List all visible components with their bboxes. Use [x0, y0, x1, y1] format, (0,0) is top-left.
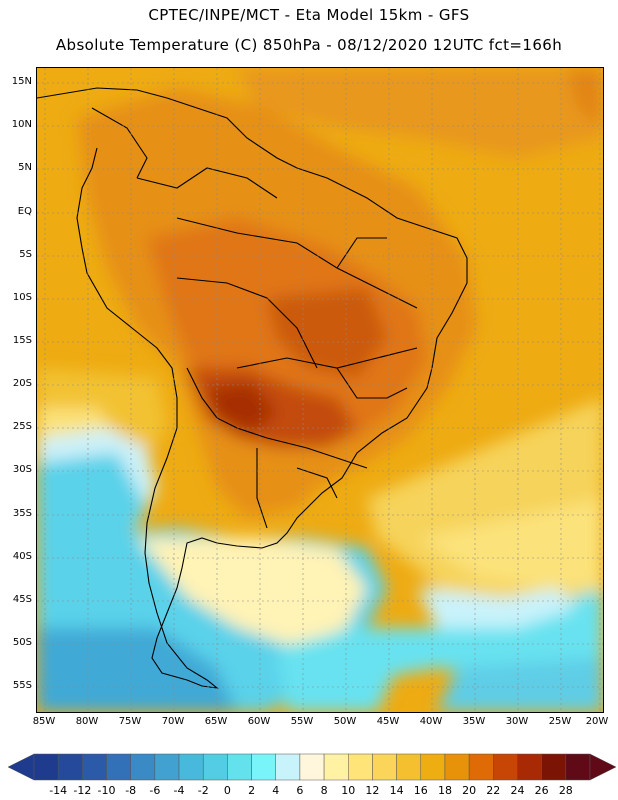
legend-swatch [106, 753, 131, 781]
temperature-field [37, 68, 603, 712]
legend-label: 24 [510, 784, 524, 797]
legend-label: 2 [248, 784, 255, 797]
legend-label: 20 [462, 784, 476, 797]
lat-label: 40S [12, 551, 32, 562]
lon-label: 55W [290, 716, 314, 727]
legend-label: 0 [224, 784, 231, 797]
legend-label: 26 [535, 784, 549, 797]
lat-label: 55S [12, 680, 32, 691]
legend-swatch [227, 753, 252, 781]
lat-label: 35S [12, 508, 32, 519]
lon-label: 85W [32, 716, 56, 727]
lat-label: 15S [12, 335, 32, 346]
lon-label: 20W [585, 716, 609, 727]
lon-label: 75W [118, 716, 142, 727]
legend-label: -10 [98, 784, 116, 797]
legend-swatch [323, 753, 349, 781]
legend-label: 18 [438, 784, 452, 797]
legend-label: 4 [272, 784, 279, 797]
legend-swatch [444, 753, 470, 781]
map-grid [37, 68, 603, 712]
legend-arrow-low [7, 753, 35, 781]
map-title-line1: CPTEC/INPE/MCT - Eta Model 15km - GFS [148, 6, 470, 24]
lat-label: 20S [12, 378, 32, 389]
legend-swatch [275, 753, 301, 781]
legend-label: -12 [73, 784, 91, 797]
legend-swatch [372, 753, 397, 781]
legend-label: 28 [559, 784, 573, 797]
lon-label: 50W [333, 716, 357, 727]
legend-label: 16 [414, 784, 428, 797]
lat-label: 45S [12, 594, 32, 605]
legend-swatch [348, 753, 373, 781]
temperature-map [36, 67, 604, 713]
legend-label: 6 [296, 784, 303, 797]
legend-label: 12 [365, 784, 379, 797]
legend-label: -14 [49, 784, 67, 797]
lon-label: 80W [75, 716, 99, 727]
legend-swatch [251, 753, 276, 781]
legend-swatch [57, 753, 83, 781]
lon-label: 45W [376, 716, 400, 727]
legend-label: 22 [486, 784, 500, 797]
legend-swatch [154, 753, 180, 781]
color-legend: -14 -12 -10 -8 -6 -4 -2 0 2 4 6 8 10 12 14 16 18 20 22 24 26… [7, 753, 617, 797]
lat-label: 50S [12, 637, 32, 648]
lat-label: EQ [17, 206, 32, 217]
legend-swatch [493, 753, 518, 781]
lat-label: 5N [18, 162, 32, 173]
legend-swatch [33, 753, 59, 781]
legend-swatch [396, 753, 422, 781]
lon-label: 30W [505, 716, 529, 727]
legend-label: 8 [321, 784, 328, 797]
legend-label: -8 [125, 784, 136, 797]
legend-swatch [202, 753, 228, 781]
legend-swatch [420, 753, 446, 781]
lat-label: 15N [11, 76, 32, 87]
legend-label: 14 [390, 784, 404, 797]
lon-label: 25W [548, 716, 572, 727]
legend-swatch [299, 753, 325, 781]
lat-label: 5S [19, 249, 32, 260]
lon-label: 70W [161, 716, 185, 727]
legend-swatch [468, 753, 494, 781]
legend-swatch [565, 753, 591, 781]
lon-label: 65W [204, 716, 228, 727]
lon-label: 35W [462, 716, 486, 727]
lat-label: 30S [12, 464, 32, 475]
legend-arrow-high [589, 753, 617, 781]
lon-label: 40W [419, 716, 443, 727]
lat-label: 10N [11, 119, 32, 130]
legend-swatch [541, 753, 567, 781]
legend-label: -6 [149, 784, 160, 797]
legend-label: -2 [198, 784, 209, 797]
legend-swatch [178, 753, 204, 781]
lat-label: 10S [12, 292, 32, 303]
legend-swatch [130, 753, 156, 781]
legend-label: -4 [174, 784, 185, 797]
map-title-line2: Absolute Temperature (C) 850hPa - 08/12/… [55, 36, 563, 54]
legend-swatch [517, 753, 542, 781]
legend-swatch [82, 753, 107, 781]
lon-label: 60W [247, 716, 271, 727]
lat-label: 25S [12, 421, 32, 432]
legend-label: 10 [341, 784, 355, 797]
